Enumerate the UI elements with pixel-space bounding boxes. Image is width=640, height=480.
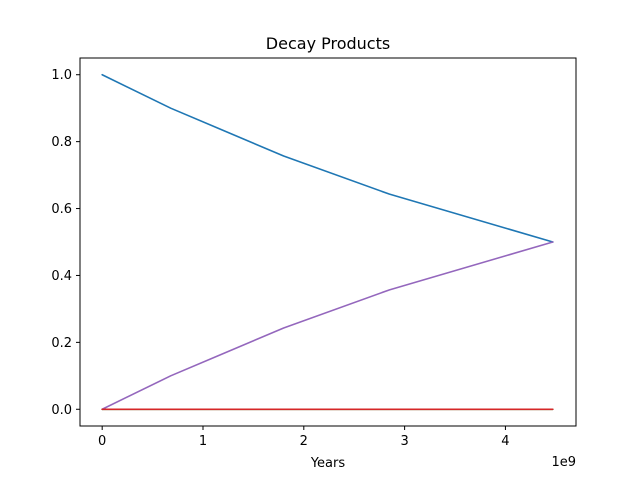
plot-area xyxy=(101,73,554,411)
plot-frame xyxy=(79,57,577,427)
x-offset-label: 1e9 xyxy=(551,455,576,470)
y-tick-label: 0.0 xyxy=(51,403,72,418)
y-tick-label: 0.2 xyxy=(51,336,72,351)
y-tick-label: 0.4 xyxy=(51,269,72,284)
y-tick-label: 0.6 xyxy=(51,202,72,217)
x-axis-label: Years xyxy=(310,456,346,471)
series-line-2 xyxy=(101,241,554,411)
x-tick-label: 3 xyxy=(400,434,408,449)
x-tick-label: 2 xyxy=(300,434,308,449)
axis-ticks: 0 1 2 3 4 0.0 0.2 0.4 0.6 0.8 1.0 xyxy=(51,68,509,449)
x-tick-label: 1 xyxy=(199,434,207,449)
x-tick-label: 4 xyxy=(501,434,509,449)
chart-title: Decay Products xyxy=(266,34,390,53)
x-tick-label: 0 xyxy=(98,434,106,449)
y-tick-label: 0.8 xyxy=(51,135,72,150)
y-tick-label: 1.0 xyxy=(51,68,72,83)
series-line-1 xyxy=(101,73,554,243)
